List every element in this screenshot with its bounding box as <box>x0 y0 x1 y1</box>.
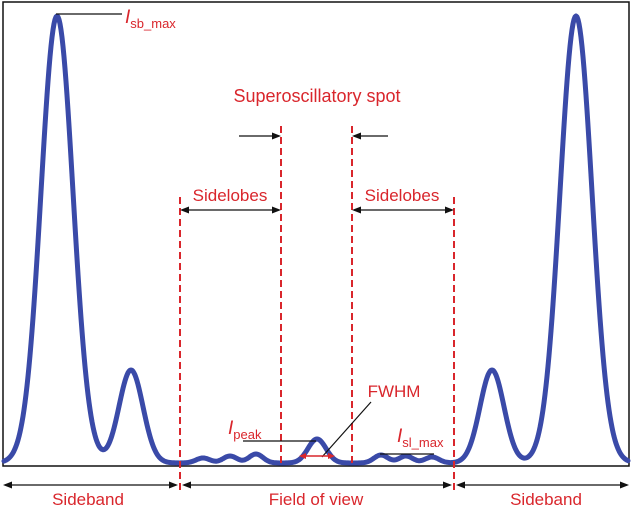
sideband-left-arrowhead-b <box>169 481 178 489</box>
sideband-left-label: Sideband <box>52 490 124 509</box>
sideband-right-arrowhead-b <box>620 481 629 489</box>
spot-arrowhead-left <box>272 132 281 140</box>
ipeak-label: Ipeak <box>228 418 262 442</box>
sidelobes-left-label: Sidelobes <box>193 186 268 205</box>
spot-arrowhead-right <box>352 132 361 140</box>
plot-frame <box>2 1 630 467</box>
sideband-right-arrowhead-a <box>456 481 465 489</box>
fwhm-leader <box>321 401 372 458</box>
sideband-left-arrowhead-a <box>3 481 12 489</box>
field-of-view-label: Field of view <box>269 490 364 509</box>
intensity-curve <box>1 13 631 466</box>
superoscillatory-spot-label: Superoscillatory spot <box>233 86 400 106</box>
sidelobes-left-arrowhead-a <box>180 206 189 214</box>
sideband-right-label: Sideband <box>510 490 582 509</box>
fwhm-arrowhead-b <box>328 453 335 459</box>
sidelobes-right-arrowhead-a <box>352 206 361 214</box>
sidelobes-right-arrowhead-b <box>445 206 454 214</box>
fwhm-arrowhead-a <box>299 453 306 459</box>
fov-arrowhead-a <box>182 481 191 489</box>
fwhm-label: FWHM <box>368 382 421 401</box>
sidelobes-right-label: Sidelobes <box>365 186 440 205</box>
isb-max-label: Isb_max <box>125 7 176 31</box>
sidelobes-left-arrowhead-b <box>272 206 281 214</box>
fov-arrowhead-b <box>443 481 452 489</box>
isl-max-label: Isl_max <box>397 426 444 450</box>
